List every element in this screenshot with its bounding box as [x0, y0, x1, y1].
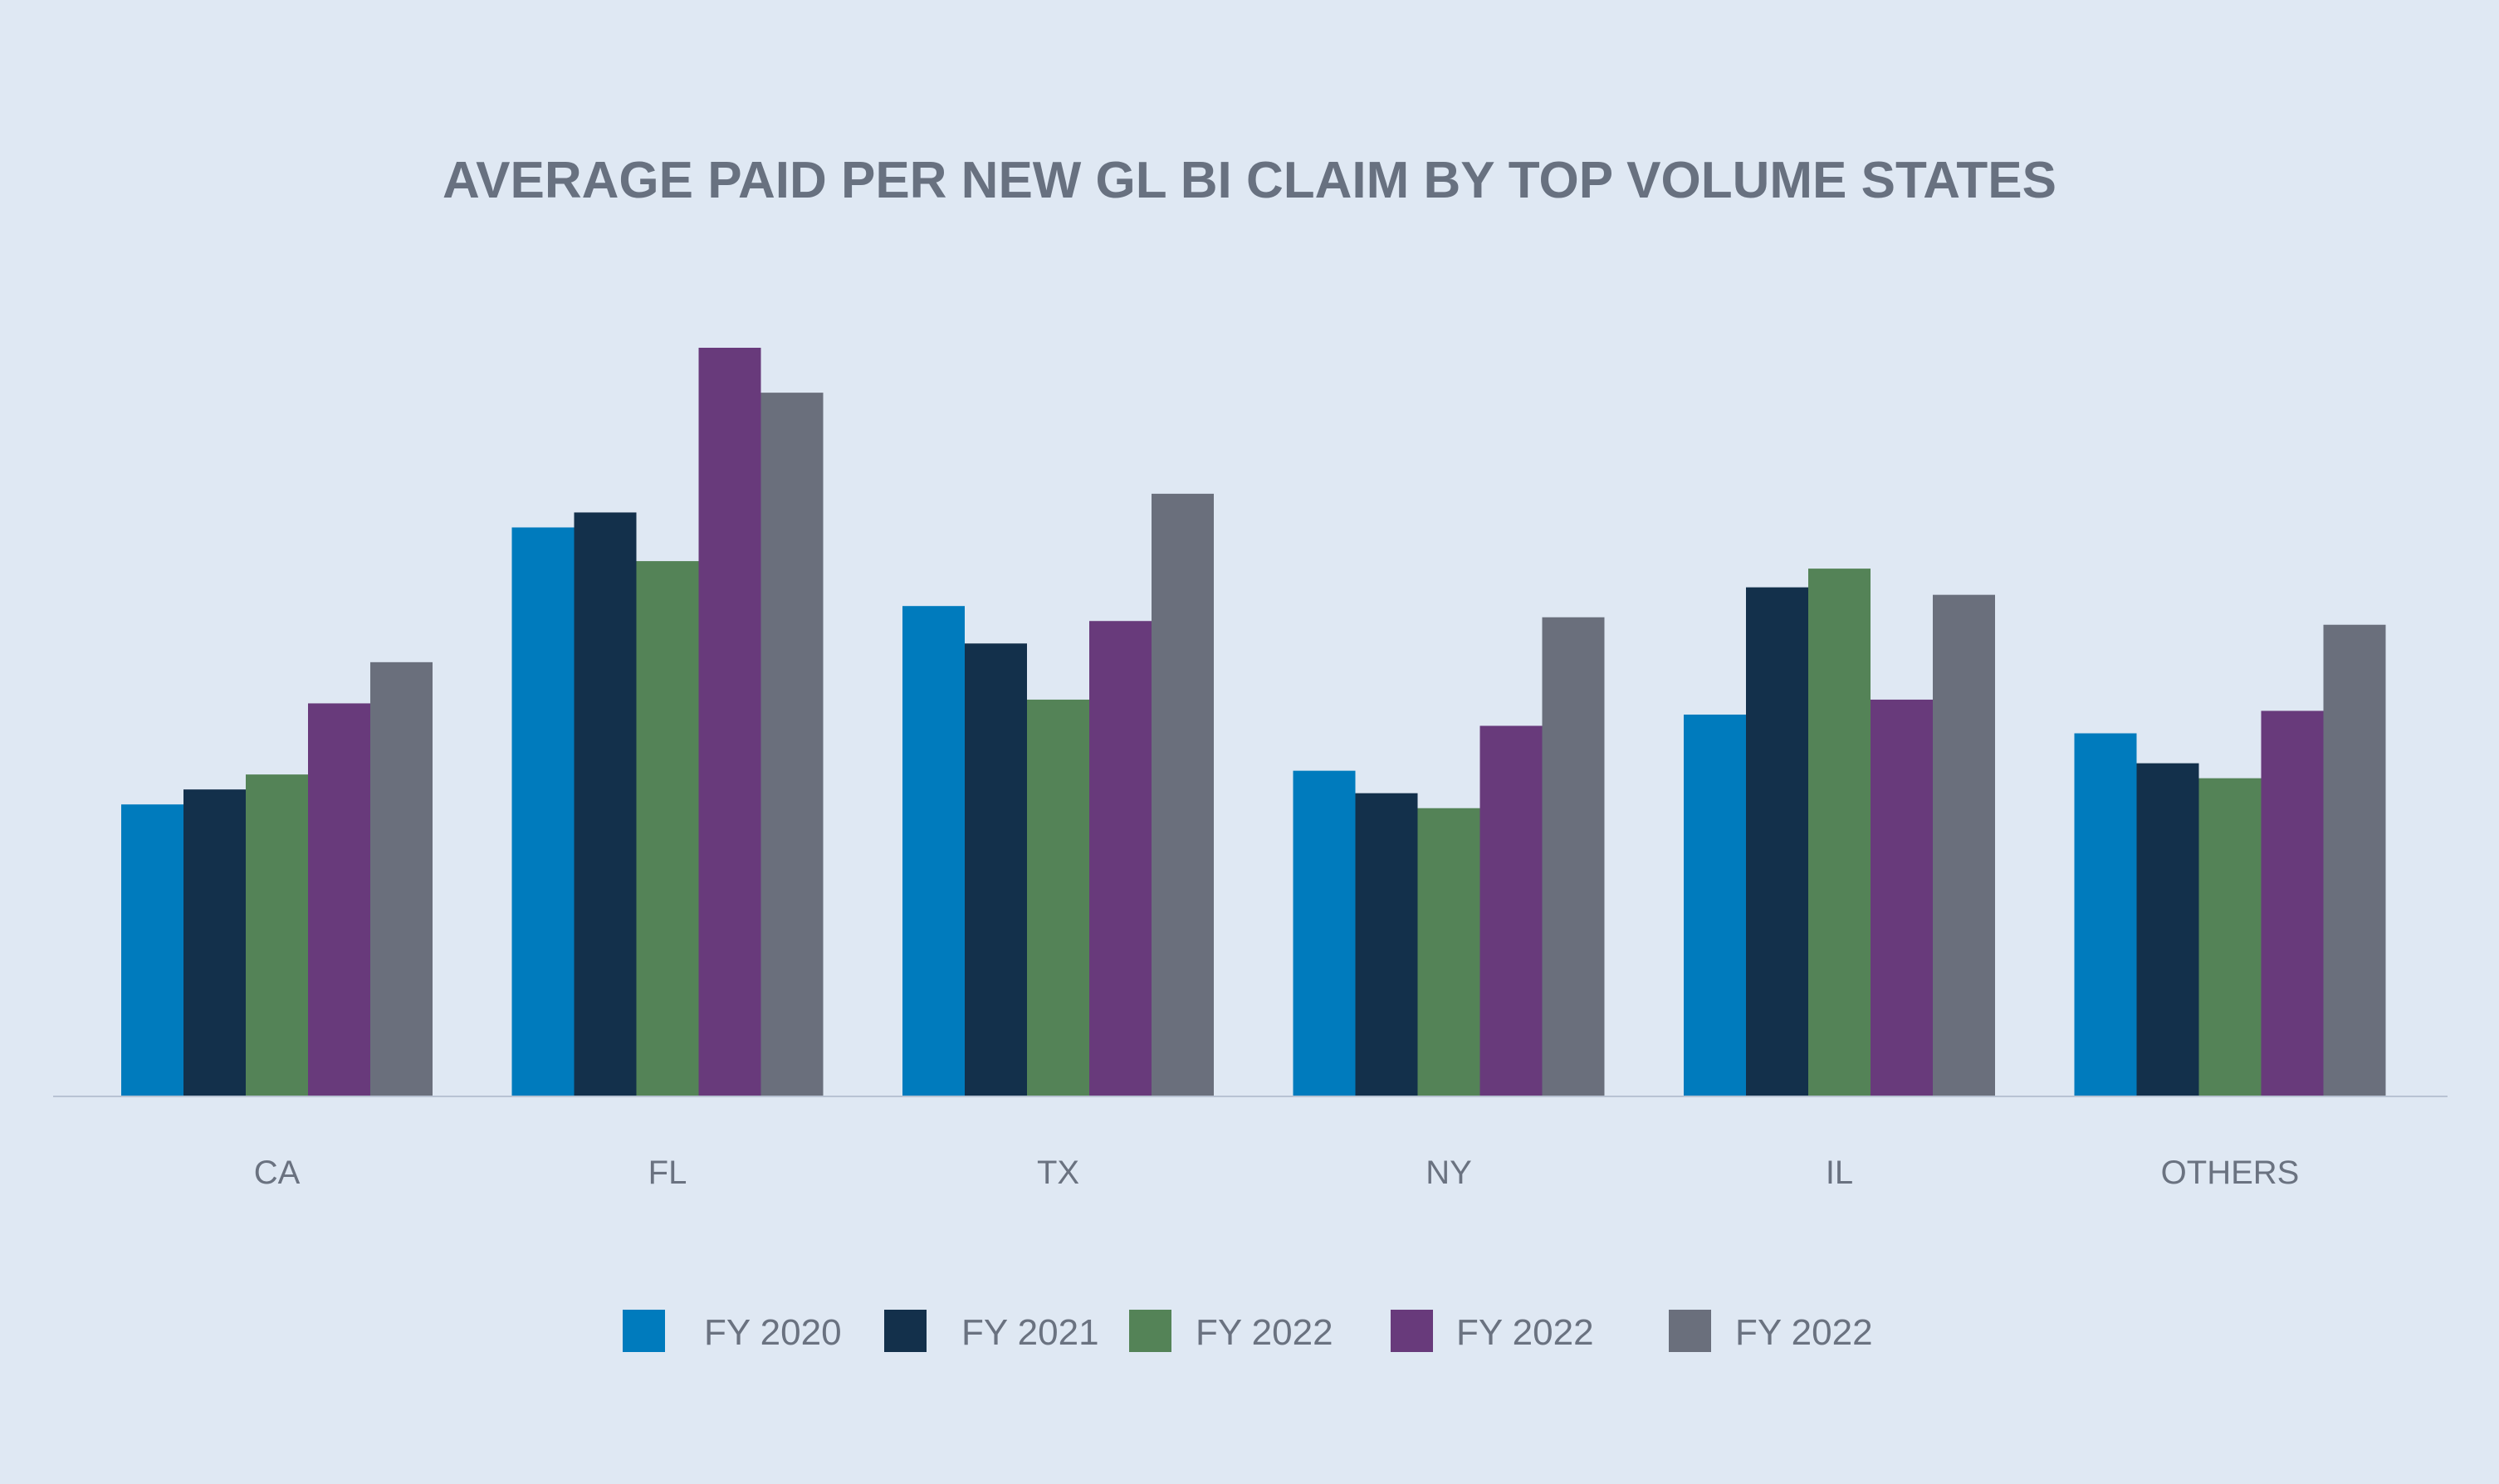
bars-group: [121, 348, 2386, 1096]
bar-others-series-3: [2198, 778, 2262, 1096]
x-axis-tick-labels: CA FL TX NY IL OTHERS: [254, 1154, 2300, 1191]
bar-ca-series-2: [183, 789, 246, 1096]
legend-label-2: FY 2021: [961, 1312, 1099, 1353]
legend-label-5: FY 2022: [1735, 1312, 1873, 1353]
bar-tx-series-5: [1152, 493, 1214, 1096]
legend-swatch-3: [1129, 1310, 1171, 1352]
bar-tx-series-4: [1089, 621, 1152, 1096]
x-tick-label-tx: TX: [1037, 1154, 1079, 1191]
x-tick-label-ny: NY: [1426, 1154, 1472, 1191]
bar-tx-series-2: [965, 643, 1027, 1096]
bar-others-series-1: [2074, 733, 2137, 1096]
bar-ny-series-2: [1355, 793, 1418, 1096]
bar-il-series-3: [1808, 569, 1871, 1096]
legend: FY 2020 FY 2021 FY 2022 FY 2022 FY 2022: [623, 1310, 1873, 1353]
bar-ca-series-3: [246, 774, 308, 1096]
bar-ny-series-5: [1542, 617, 1605, 1096]
x-tick-label-fl: FL: [648, 1154, 687, 1191]
legend-swatch-5: [1669, 1310, 1711, 1352]
bar-fl-series-5: [760, 393, 824, 1096]
bar-others-series-2: [2136, 763, 2199, 1096]
legend-label-1: FY 2020: [704, 1312, 842, 1353]
bar-ca-series-5: [370, 661, 433, 1096]
bar-others-series-4: [2261, 710, 2324, 1096]
bar-ny-series-1: [1293, 770, 1356, 1096]
x-tick-label-others: OTHERS: [2161, 1154, 2300, 1191]
legend-label-4: FY 2022: [1456, 1312, 1594, 1353]
legend-label-3: FY 2022: [1196, 1312, 1333, 1353]
bar-tx-series-3: [1027, 699, 1089, 1096]
bar-il-series-5: [1933, 594, 1995, 1096]
bar-tx-series-1: [902, 606, 965, 1096]
bar-ca-series-4: [308, 703, 370, 1096]
legend-swatch-4: [1391, 1310, 1433, 1352]
bar-il-series-2: [1746, 587, 1808, 1096]
legend-swatch-2: [884, 1310, 927, 1352]
bar-fl-series-4: [698, 348, 761, 1096]
bar-il-series-4: [1871, 699, 1933, 1096]
legend-swatch-1: [623, 1310, 665, 1352]
bar-fl-series-1: [511, 527, 575, 1096]
bar-il-series-1: [1684, 714, 1746, 1096]
bar-ny-series-4: [1479, 725, 1543, 1096]
bar-ca-series-1: [121, 804, 183, 1096]
bar-others-series-5: [2323, 624, 2386, 1096]
x-tick-label-ca: CA: [254, 1154, 301, 1191]
bar-fl-series-2: [574, 512, 637, 1096]
bar-fl-series-3: [636, 561, 699, 1096]
chart-title: AVERAGE PAID PER NEW GL BI CLAIM BY TOP …: [442, 152, 2056, 209]
bar-ny-series-3: [1417, 808, 1480, 1096]
x-tick-label-il: IL: [1826, 1154, 1853, 1191]
